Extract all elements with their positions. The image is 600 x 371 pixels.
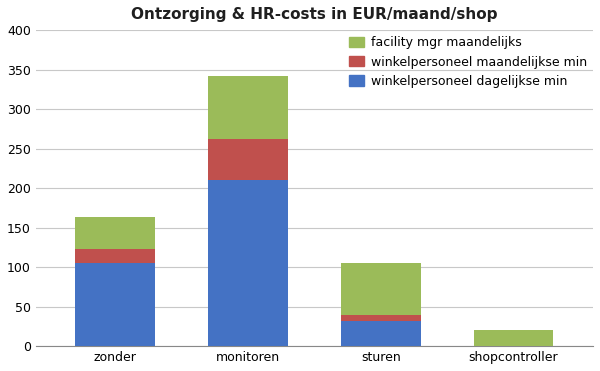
Title: Ontzorging & HR-costs in EUR/maand/shop: Ontzorging & HR-costs in EUR/maand/shop [131, 7, 497, 22]
Bar [473, 331, 553, 346]
Bar [76, 217, 155, 249]
Bar [208, 139, 288, 180]
Bar [208, 180, 288, 346]
Legend: facility mgr maandelijks, winkelpersoneel maandelijkse min, winkelpersoneel dage: facility mgr maandelijks, winkelpersonee… [349, 36, 587, 88]
Bar [208, 76, 288, 139]
Bar [341, 315, 421, 321]
Bar [341, 321, 421, 346]
Bar [76, 263, 155, 346]
Bar [341, 263, 421, 315]
Bar [76, 249, 155, 263]
